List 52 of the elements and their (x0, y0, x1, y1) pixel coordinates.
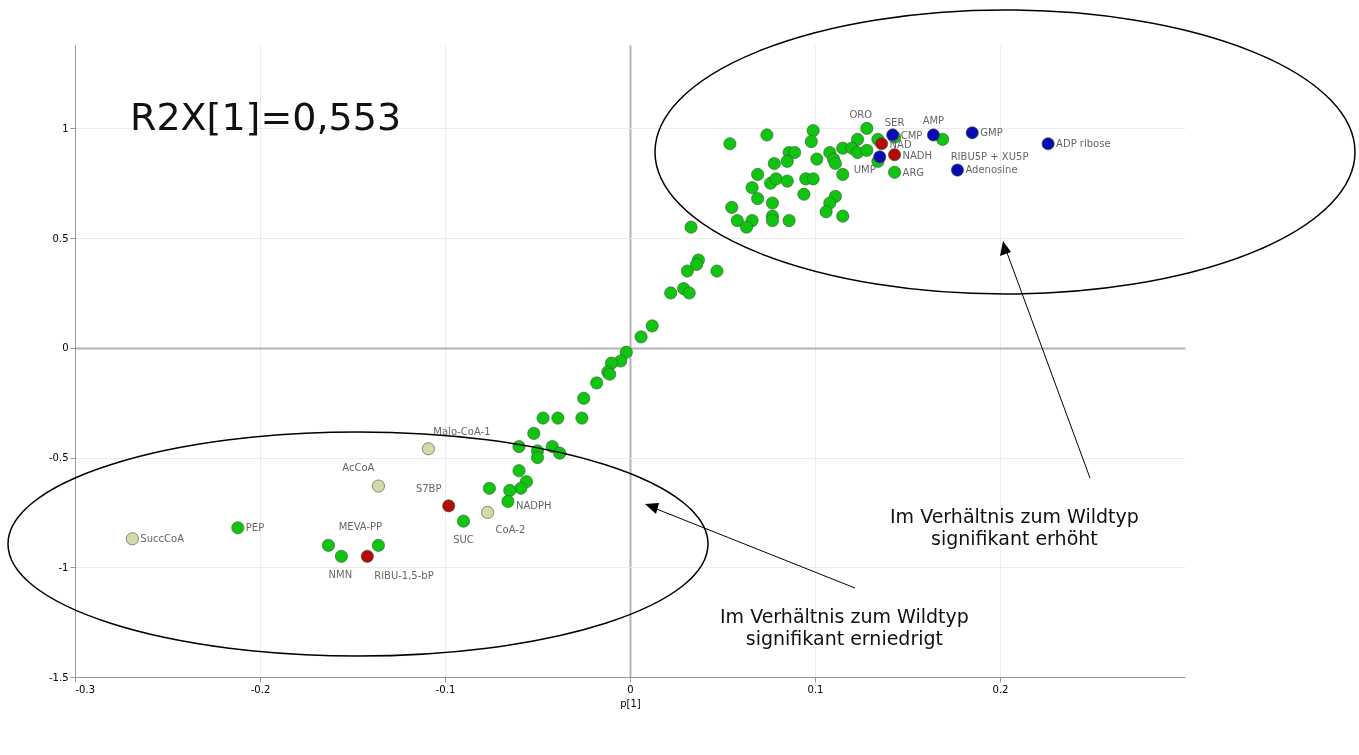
y-tick-label: -0.5 (48, 452, 69, 464)
annotation: SER (884, 117, 905, 129)
point (421, 442, 435, 456)
x-tick-label: -0.1 (435, 683, 456, 695)
y-tick-label: -1.5 (48, 671, 69, 683)
annotation: Im Verhältnis zum Wildtyp signifikant erniedrigt (720, 605, 969, 649)
x-axis-title: p[1] (620, 697, 641, 709)
point (371, 479, 385, 493)
annotation: NADH (902, 149, 933, 161)
annotation: GMP (980, 126, 1003, 138)
y-tick-label: -1 (58, 561, 69, 573)
annotation: ARG (902, 167, 925, 179)
annotation: AMP (922, 114, 945, 126)
point (888, 148, 901, 162)
y-tick-label: 0.5 (52, 232, 69, 244)
annotation: MEVA-PP (338, 521, 383, 533)
annotation: NAD (889, 138, 912, 150)
annotation: PEP (245, 521, 265, 533)
x-tick-label: 0.1 (807, 683, 824, 695)
annotation: ORO (849, 109, 873, 121)
annotation: RIBU5P + XU5P (950, 151, 1029, 163)
point (873, 150, 887, 164)
x-tick-label: -0.2 (250, 683, 271, 695)
annotation: CMP (900, 129, 923, 141)
annotation: UMP (853, 163, 876, 175)
x-tick-label: 0.2 (992, 683, 1009, 695)
annotation: R2X[1]=0,553 (130, 95, 402, 139)
point (1041, 137, 1055, 151)
annotation: CoA-2 (495, 524, 526, 536)
annotation: Malo-CoA-1 (433, 425, 491, 437)
annotation: SuccCoA (140, 532, 185, 544)
point (875, 137, 889, 151)
point (951, 163, 964, 177)
point (926, 128, 940, 142)
point (125, 532, 139, 546)
x-tick-label: 0 (627, 683, 634, 695)
annotation: ADP ribose (1056, 137, 1111, 149)
x-tick-label: -0.3 (75, 683, 96, 695)
annotation: NADPH (515, 500, 552, 512)
annotation: RiBU-1,5-bP (374, 570, 434, 582)
annotation: AcCoA (342, 462, 375, 474)
point (360, 549, 374, 563)
annotation: S7BP (415, 482, 442, 494)
annotation: Im Verhältnis zum Wildtyp signifikant erhöht (890, 505, 1139, 549)
annotation: SUC (453, 534, 474, 546)
point (442, 499, 456, 513)
annotation: Adenosine (965, 164, 1018, 176)
annotation: NMN (328, 569, 353, 581)
y-tick-label: 1 (62, 122, 69, 134)
y-tick-label: 0 (62, 342, 69, 354)
point (965, 126, 979, 140)
point (481, 506, 494, 519)
